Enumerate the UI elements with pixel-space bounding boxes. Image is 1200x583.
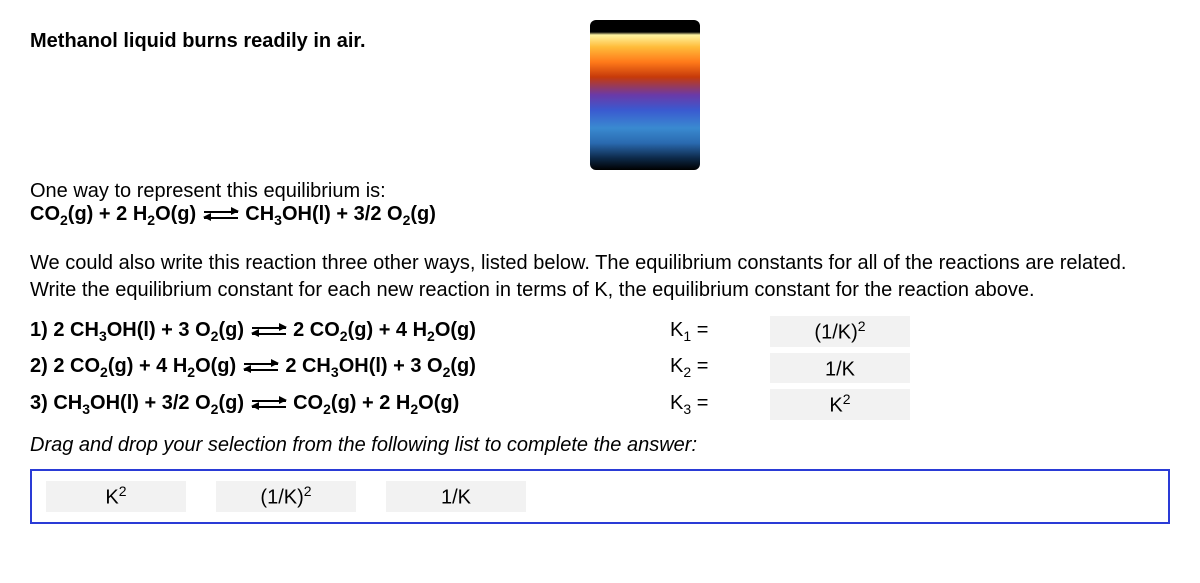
drag-drop-instruction: Drag and drop your selection from the fo… [30,434,1170,457]
reaction-row: 3) CH3OH(l) + 3/2 O2(g) CO2(g) + 2 H2O(g… [30,389,1170,420]
eq-text: (g) [450,355,476,377]
eq-sub: 3 [99,328,107,344]
eq-sub: 3 [331,364,339,380]
k-label: K1 = [670,319,750,344]
reaction-label: 3) [30,392,48,414]
choice-item[interactable]: (1/K)2 [216,481,356,512]
answer-text: K [829,395,842,417]
main-equation: CO2(g) + 2 H2O(g) CH3OH(l) + 3/2 O2(g) [30,203,1170,228]
eq-sub: 2 [60,212,68,228]
eq-text: (g) + 4 H [348,319,427,341]
k-sub: 3 [683,401,691,417]
page-title: Methanol liquid burns readily in air. [30,20,570,53]
k-label: K2 = [670,355,750,380]
intro-text: One way to represent this equilibrium is… [30,180,1170,203]
eq-sub: 2 [410,401,418,417]
answer-text: 1/K [825,358,855,380]
choice-sup: 2 [304,483,312,499]
k-label: K3 = [670,392,750,417]
equilibrium-arrows-icon [204,208,238,222]
eq-text: 2 CH [285,355,331,377]
reaction-equation: 3) CH3OH(l) + 3/2 O2(g) CO2(g) + 2 H2O(g… [30,392,670,417]
eq-sub: 2 [340,328,348,344]
answer-sup: 2 [858,318,866,334]
answer-drop-zone[interactable]: (1/K)2 [770,316,910,347]
eq-text: OH(l) + 3/2 O [90,392,211,414]
eq-text: OH(l) + 3/2 O [282,203,403,225]
eq-text: OH(l) + 3 O [339,355,443,377]
eq-text: CO [293,392,323,414]
reaction-row: 1) 2 CH3OH(l) + 3 O2(g) 2 CO2(g) + 4 H2O… [30,316,1170,347]
eq-text: + 2 H [93,203,147,225]
eq-text: CH [53,392,82,414]
reaction-list: 1) 2 CH3OH(l) + 3 O2(g) 2 CO2(g) + 4 H2O… [30,316,1170,420]
eq-rhs: CH3OH(l) + 3/2 O2(g) [245,203,436,225]
reaction-row: 2) 2 CO2(g) + 4 H2O(g) 2 CH3OH(l) + 3 O2… [30,353,1170,384]
eq-text: 2 CO [293,319,340,341]
k-text: K [670,392,683,414]
eq-text: 2 CO [53,355,100,377]
equilibrium-arrows-icon [252,324,286,338]
choice-item[interactable]: K2 [46,481,186,512]
choice-text: (1/K) [260,487,303,509]
eq-text: (g) [68,203,94,225]
k-eq: = [691,319,708,341]
eq-text: OH(l) + 3 O [107,319,211,341]
reaction-label: 1) [30,319,48,341]
eq-sub: 2 [427,328,435,344]
eq-text: O(g) [418,392,459,414]
eq-text: (g) + 4 H [108,355,187,377]
eq-sub: 2 [100,364,108,380]
k-sub: 1 [683,328,691,344]
eq-lhs: CO2(g) + 2 H2O(g) [30,203,202,225]
eq-text: CO [30,203,60,225]
answer-drop-zone[interactable]: K2 [770,389,910,420]
flame-image [590,20,700,170]
eq-text: (g) [218,319,244,341]
k-text: K [670,319,683,341]
eq-sub: 3 [274,212,282,228]
equilibrium-arrows-icon [252,397,286,411]
eq-sub: 2 [147,212,155,228]
eq-sub: 2 [323,401,331,417]
eq-sub: 3 [82,401,90,417]
eq-text: (g) + 2 H [331,392,410,414]
answer-drop-zone[interactable]: 1/K [770,353,910,384]
k-text: K [670,355,683,377]
k-sub: 2 [683,364,691,380]
eq-text: O(g) [195,355,236,377]
answer-text: (1/K) [814,322,857,344]
eq-text: O(g) [435,319,476,341]
reaction-equation: 2) 2 CO2(g) + 4 H2O(g) 2 CH3OH(l) + 3 O2… [30,355,670,380]
k-eq: = [691,355,708,377]
choice-text: 1/K [441,487,471,509]
body-paragraph: We could also write this reaction three … [30,250,1170,304]
eq-sub: 2 [187,364,195,380]
answer-sup: 2 [843,391,851,407]
eq-text: O(g) [155,203,196,225]
choice-sup: 2 [119,483,127,499]
choice-container: K2 (1/K)2 1/K [30,469,1170,524]
choice-item[interactable]: 1/K [386,481,526,512]
eq-text: CH [245,203,274,225]
eq-text: 2 CH [53,319,99,341]
eq-text: (g) [410,203,436,225]
reaction-equation: 1) 2 CH3OH(l) + 3 O2(g) 2 CO2(g) + 4 H2O… [30,319,670,344]
choice-text: K [105,487,118,509]
equilibrium-arrows-icon [244,360,278,374]
k-eq: = [691,392,708,414]
reaction-label: 2) [30,355,48,377]
eq-text: (g) [218,392,244,414]
